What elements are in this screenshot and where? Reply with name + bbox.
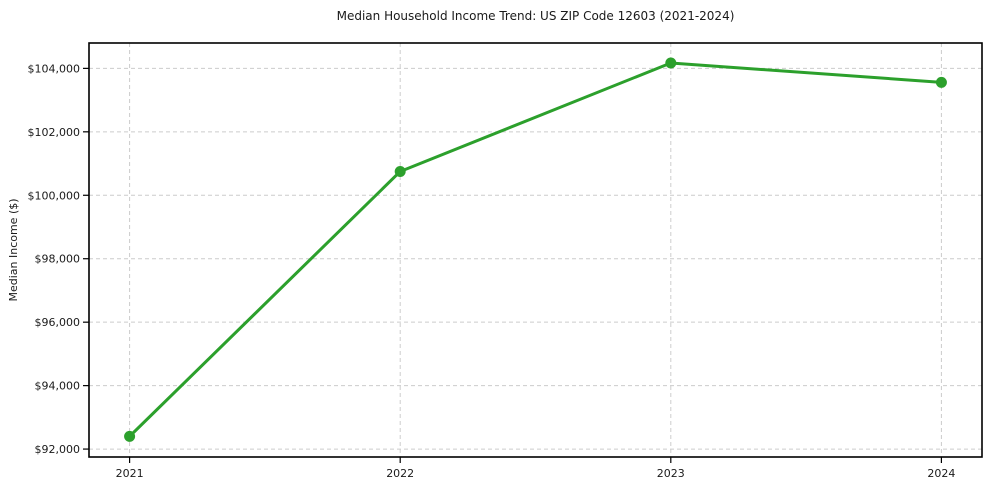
y-tick-label: $96,000 xyxy=(35,316,81,329)
x-tick-label: 2023 xyxy=(657,467,685,480)
x-tick-label: 2022 xyxy=(386,467,414,480)
plot-border xyxy=(88,42,983,458)
y-tick-label: $100,000 xyxy=(28,189,81,202)
data-point-2024 xyxy=(935,76,947,88)
trend-line xyxy=(128,61,943,438)
y-tick-label: $92,000 xyxy=(35,443,81,456)
y-tick-label: $98,000 xyxy=(35,253,81,266)
data-point-2022 xyxy=(394,165,406,177)
x-tick-label: 2024 xyxy=(927,467,955,480)
y-tick-label: $104,000 xyxy=(28,62,81,75)
y-tick-label: $102,000 xyxy=(28,126,81,139)
data-point-2021 xyxy=(124,430,136,442)
x-tick-label: 2021 xyxy=(116,467,144,480)
chart-title: Median Household Income Trend: US ZIP Co… xyxy=(336,9,735,23)
data-point-2023 xyxy=(665,57,677,69)
y-axis-label: Median Income ($) xyxy=(7,198,20,302)
y-tick-label: $94,000 xyxy=(35,380,81,393)
